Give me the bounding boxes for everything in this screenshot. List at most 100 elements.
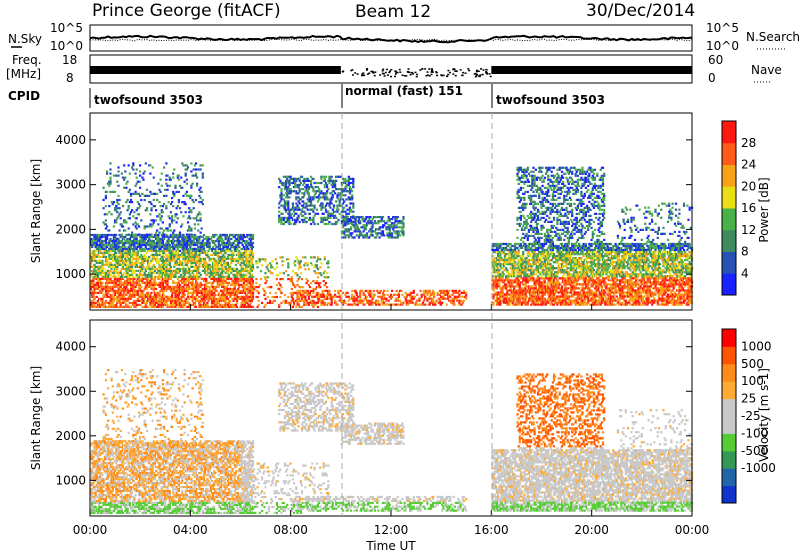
- power-cell: [326, 192, 329, 195]
- freq-point: [381, 72, 384, 75]
- freq-point: [435, 71, 438, 73]
- power-cell: [148, 271, 151, 274]
- power-cell: [101, 241, 104, 245]
- power-cell: [292, 206, 296, 209]
- power-cell: [373, 220, 377, 223]
- power-cell: [185, 263, 188, 266]
- power-cell: [194, 174, 198, 177]
- power-cell: [198, 275, 201, 278]
- power-cell: [118, 198, 121, 202]
- power-cell: [184, 235, 187, 239]
- power-cell: [165, 249, 168, 253]
- power-cell: [352, 183, 355, 187]
- power-cell: [344, 236, 347, 239]
- power-cell: [240, 265, 243, 268]
- freq-point: [365, 69, 368, 71]
- power-cell: [283, 206, 286, 209]
- power-cell: [251, 289, 255, 292]
- power-cell: [150, 245, 153, 249]
- power-cell: [230, 233, 233, 237]
- power-cell: [168, 243, 171, 247]
- power-cell: [96, 255, 99, 258]
- power-cell: [153, 301, 156, 304]
- power-cell: [106, 235, 109, 239]
- power-cell: [128, 295, 131, 298]
- power-cell: [282, 181, 285, 185]
- power-cell: [172, 279, 175, 282]
- power-cell: [218, 277, 221, 280]
- power-cell: [121, 287, 125, 290]
- power-cell: [147, 277, 150, 280]
- power-cell: [116, 277, 119, 280]
- power-cell: [121, 253, 125, 256]
- power-cell: [355, 293, 358, 296]
- power-cell: [226, 257, 229, 260]
- power-cell: [197, 245, 200, 249]
- power-cell: [217, 275, 220, 278]
- power-cell: [144, 267, 147, 270]
- power-cell: [249, 280, 252, 283]
- power-cell: [117, 273, 120, 276]
- power-cell: [172, 176, 175, 179]
- power-cell: [305, 278, 308, 281]
- power-cell: [233, 287, 236, 290]
- power-cell: [134, 245, 137, 249]
- power-cell: [278, 202, 281, 205]
- power-cell: [175, 285, 178, 288]
- power-cell: [221, 249, 224, 253]
- power-cell: [237, 257, 240, 260]
- power-cell: [217, 269, 220, 272]
- power-cell: [369, 230, 372, 233]
- power-cell: [186, 269, 190, 272]
- power-cell: [189, 291, 192, 294]
- power-cell: [383, 220, 386, 223]
- power-cell: [123, 285, 126, 288]
- power-cell: [338, 212, 341, 215]
- power-cell: [320, 181, 323, 185]
- power-cell: [215, 305, 218, 308]
- power-cell: [228, 291, 231, 294]
- power-cell: [215, 245, 218, 249]
- power-cell: [233, 277, 236, 280]
- power-cell: [198, 263, 201, 266]
- power-cell: [210, 303, 214, 306]
- power-cell: [131, 241, 134, 245]
- power-cell: [168, 295, 171, 298]
- power-cell: [217, 265, 220, 268]
- power-cell: [151, 235, 154, 239]
- power-cell: [121, 176, 125, 179]
- power-cell: [95, 285, 98, 288]
- power-cell: [159, 285, 162, 288]
- power-cell: [228, 239, 231, 243]
- power-cell: [102, 245, 105, 248]
- power-cell: [197, 299, 200, 302]
- power-cell: [190, 277, 193, 280]
- freq-point: [462, 71, 465, 74]
- power-cell: [352, 177, 355, 180]
- power-cell: [145, 209, 149, 212]
- power-cell: [248, 297, 251, 300]
- power-cell: [245, 264, 248, 267]
- power-cell: [101, 289, 104, 292]
- power-cell: [345, 204, 348, 207]
- power-cell: [159, 205, 162, 208]
- power-cell: [307, 268, 310, 271]
- power-cell: [214, 301, 217, 304]
- power-cell: [94, 265, 97, 268]
- power-cell: [198, 305, 201, 308]
- power-cell: [224, 237, 227, 241]
- power-cell: [116, 295, 119, 298]
- power-cell: [246, 281, 249, 284]
- power-cell: [291, 202, 294, 205]
- power-cell: [90, 273, 93, 276]
- power-cell: [180, 243, 183, 246]
- power-cell: [194, 217, 198, 220]
- power-cell: [218, 303, 221, 306]
- power-cell: [295, 305, 298, 308]
- power-cell: [137, 203, 141, 206]
- power-cell: [319, 272, 322, 275]
- power-cell: [256, 289, 259, 293]
- power-cell: [129, 192, 133, 195]
- power-cell: [110, 285, 113, 288]
- power-cell: [329, 216, 332, 219]
